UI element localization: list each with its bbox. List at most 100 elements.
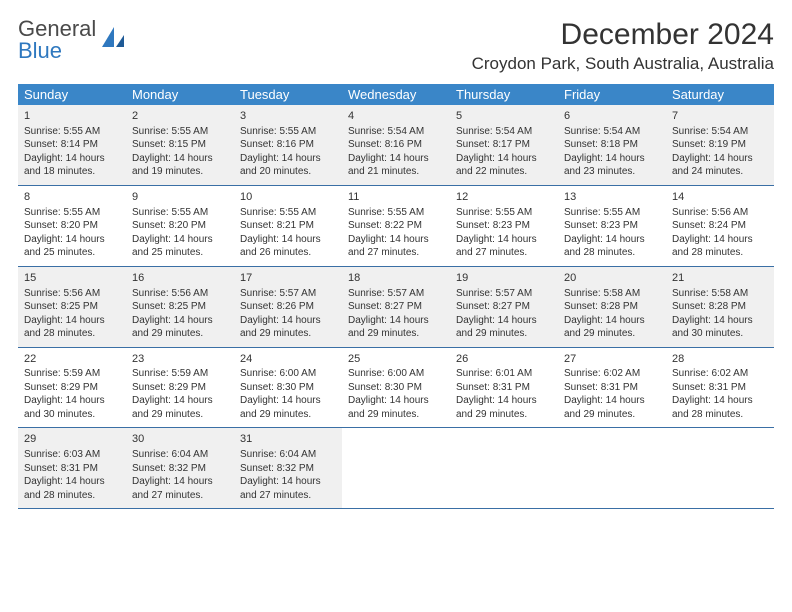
daylight-line-2: and 24 minutes. bbox=[672, 165, 768, 179]
week-row: 1Sunrise: 5:55 AMSunset: 8:14 PMDaylight… bbox=[18, 105, 774, 186]
weekday-header: Tuesday bbox=[234, 84, 342, 105]
weekday-header-row: SundayMondayTuesdayWednesdayThursdayFrid… bbox=[18, 84, 774, 105]
daylight-line-2: and 20 minutes. bbox=[240, 165, 336, 179]
day-number: 22 bbox=[24, 352, 120, 367]
sunrise-line: Sunrise: 6:02 AM bbox=[672, 367, 768, 381]
sunrise-line: Sunrise: 5:58 AM bbox=[672, 287, 768, 301]
sunset-line: Sunset: 8:32 PM bbox=[132, 462, 228, 476]
day-cell: 10Sunrise: 5:55 AMSunset: 8:21 PMDayligh… bbox=[234, 186, 342, 266]
day-cell: 26Sunrise: 6:01 AMSunset: 8:31 PMDayligh… bbox=[450, 348, 558, 428]
daylight-line-1: Daylight: 14 hours bbox=[564, 152, 660, 166]
sunrise-line: Sunrise: 6:00 AM bbox=[348, 367, 444, 381]
sunset-line: Sunset: 8:24 PM bbox=[672, 219, 768, 233]
day-number: 11 bbox=[348, 190, 444, 205]
daylight-line-1: Daylight: 14 hours bbox=[24, 475, 120, 489]
daylight-line-2: and 22 minutes. bbox=[456, 165, 552, 179]
sunset-line: Sunset: 8:21 PM bbox=[240, 219, 336, 233]
daylight-line-2: and 27 minutes. bbox=[348, 246, 444, 260]
day-cell: 27Sunrise: 6:02 AMSunset: 8:31 PMDayligh… bbox=[558, 348, 666, 428]
daylight-line-2: and 28 minutes. bbox=[672, 246, 768, 260]
daylight-line-1: Daylight: 14 hours bbox=[132, 314, 228, 328]
daylight-line-2: and 29 minutes. bbox=[456, 327, 552, 341]
calendar-grid: SundayMondayTuesdayWednesdayThursdayFrid… bbox=[18, 84, 774, 509]
day-cell: 1Sunrise: 5:55 AMSunset: 8:14 PMDaylight… bbox=[18, 105, 126, 185]
day-number: 17 bbox=[240, 271, 336, 286]
day-cell: 31Sunrise: 6:04 AMSunset: 8:32 PMDayligh… bbox=[234, 428, 342, 508]
daylight-line-1: Daylight: 14 hours bbox=[348, 394, 444, 408]
weekday-header: Thursday bbox=[450, 84, 558, 105]
sunset-line: Sunset: 8:23 PM bbox=[456, 219, 552, 233]
week-row: 29Sunrise: 6:03 AMSunset: 8:31 PMDayligh… bbox=[18, 428, 774, 509]
sunrise-line: Sunrise: 5:54 AM bbox=[456, 125, 552, 139]
daylight-line-1: Daylight: 14 hours bbox=[564, 394, 660, 408]
empty-cell bbox=[558, 428, 666, 508]
daylight-line-2: and 28 minutes. bbox=[564, 246, 660, 260]
sunset-line: Sunset: 8:29 PM bbox=[132, 381, 228, 395]
sunrise-line: Sunrise: 6:01 AM bbox=[456, 367, 552, 381]
daylight-line-1: Daylight: 14 hours bbox=[456, 233, 552, 247]
day-number: 1 bbox=[24, 109, 120, 124]
daylight-line-1: Daylight: 14 hours bbox=[672, 314, 768, 328]
weeks-container: 1Sunrise: 5:55 AMSunset: 8:14 PMDaylight… bbox=[18, 105, 774, 509]
day-cell: 4Sunrise: 5:54 AMSunset: 8:16 PMDaylight… bbox=[342, 105, 450, 185]
sunset-line: Sunset: 8:22 PM bbox=[348, 219, 444, 233]
sunset-line: Sunset: 8:31 PM bbox=[24, 462, 120, 476]
daylight-line-2: and 29 minutes. bbox=[564, 327, 660, 341]
day-number: 21 bbox=[672, 271, 768, 286]
daylight-line-2: and 30 minutes. bbox=[672, 327, 768, 341]
sunset-line: Sunset: 8:17 PM bbox=[456, 138, 552, 152]
day-cell: 24Sunrise: 6:00 AMSunset: 8:30 PMDayligh… bbox=[234, 348, 342, 428]
daylight-line-1: Daylight: 14 hours bbox=[672, 394, 768, 408]
sunset-line: Sunset: 8:26 PM bbox=[240, 300, 336, 314]
day-number: 25 bbox=[348, 352, 444, 367]
daylight-line-1: Daylight: 14 hours bbox=[132, 233, 228, 247]
day-number: 6 bbox=[564, 109, 660, 124]
sunrise-line: Sunrise: 5:57 AM bbox=[456, 287, 552, 301]
day-number: 3 bbox=[240, 109, 336, 124]
daylight-line-2: and 29 minutes. bbox=[240, 408, 336, 422]
sunrise-line: Sunrise: 5:59 AM bbox=[132, 367, 228, 381]
day-cell: 3Sunrise: 5:55 AMSunset: 8:16 PMDaylight… bbox=[234, 105, 342, 185]
daylight-line-1: Daylight: 14 hours bbox=[132, 394, 228, 408]
sunrise-line: Sunrise: 5:54 AM bbox=[672, 125, 768, 139]
daylight-line-2: and 29 minutes. bbox=[240, 327, 336, 341]
sunrise-line: Sunrise: 5:56 AM bbox=[24, 287, 120, 301]
day-number: 19 bbox=[456, 271, 552, 286]
sunrise-line: Sunrise: 5:55 AM bbox=[456, 206, 552, 220]
daylight-line-1: Daylight: 14 hours bbox=[240, 475, 336, 489]
daylight-line-1: Daylight: 14 hours bbox=[672, 233, 768, 247]
sunset-line: Sunset: 8:23 PM bbox=[564, 219, 660, 233]
daylight-line-2: and 27 minutes. bbox=[240, 489, 336, 503]
sunset-line: Sunset: 8:30 PM bbox=[240, 381, 336, 395]
daylight-line-2: and 27 minutes. bbox=[132, 489, 228, 503]
week-row: 22Sunrise: 5:59 AMSunset: 8:29 PMDayligh… bbox=[18, 348, 774, 429]
daylight-line-1: Daylight: 14 hours bbox=[132, 475, 228, 489]
sunset-line: Sunset: 8:31 PM bbox=[564, 381, 660, 395]
sunset-line: Sunset: 8:20 PM bbox=[132, 219, 228, 233]
sunset-line: Sunset: 8:16 PM bbox=[240, 138, 336, 152]
sunrise-line: Sunrise: 5:55 AM bbox=[132, 206, 228, 220]
day-cell: 9Sunrise: 5:55 AMSunset: 8:20 PMDaylight… bbox=[126, 186, 234, 266]
sunrise-line: Sunrise: 5:56 AM bbox=[132, 287, 228, 301]
sunrise-line: Sunrise: 5:54 AM bbox=[348, 125, 444, 139]
daylight-line-1: Daylight: 14 hours bbox=[240, 233, 336, 247]
sunrise-line: Sunrise: 5:57 AM bbox=[240, 287, 336, 301]
daylight-line-1: Daylight: 14 hours bbox=[24, 394, 120, 408]
day-cell: 11Sunrise: 5:55 AMSunset: 8:22 PMDayligh… bbox=[342, 186, 450, 266]
empty-cell bbox=[450, 428, 558, 508]
daylight-line-2: and 25 minutes. bbox=[24, 246, 120, 260]
sunrise-line: Sunrise: 6:02 AM bbox=[564, 367, 660, 381]
day-cell: 18Sunrise: 5:57 AMSunset: 8:27 PMDayligh… bbox=[342, 267, 450, 347]
sunset-line: Sunset: 8:31 PM bbox=[672, 381, 768, 395]
daylight-line-1: Daylight: 14 hours bbox=[240, 394, 336, 408]
day-cell: 28Sunrise: 6:02 AMSunset: 8:31 PMDayligh… bbox=[666, 348, 774, 428]
day-number: 10 bbox=[240, 190, 336, 205]
day-cell: 15Sunrise: 5:56 AMSunset: 8:25 PMDayligh… bbox=[18, 267, 126, 347]
daylight-line-1: Daylight: 14 hours bbox=[348, 152, 444, 166]
month-title: December 2024 bbox=[472, 18, 774, 52]
empty-cell bbox=[666, 428, 774, 508]
daylight-line-2: and 28 minutes. bbox=[672, 408, 768, 422]
sunset-line: Sunset: 8:28 PM bbox=[564, 300, 660, 314]
day-number: 5 bbox=[456, 109, 552, 124]
day-number: 27 bbox=[564, 352, 660, 367]
